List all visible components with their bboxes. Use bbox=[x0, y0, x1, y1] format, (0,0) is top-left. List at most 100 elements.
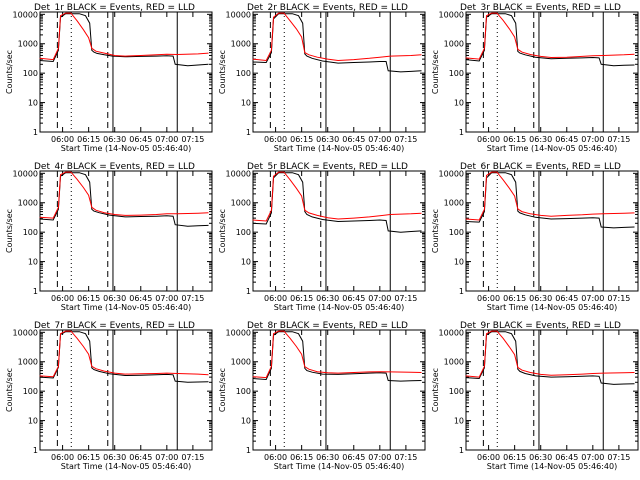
panel-title: Det_8r BLACK = Events, RED = LLD bbox=[247, 321, 408, 331]
panel-title: Det_2r BLACK = Events, RED = LLD bbox=[247, 3, 408, 13]
y-tick-label: 1 bbox=[246, 128, 251, 137]
x-tick-label: 06:00 bbox=[264, 294, 287, 303]
x-tick-label: 06:30 bbox=[316, 294, 339, 303]
x-tick-label: 06:45 bbox=[555, 453, 578, 462]
lld-series-line bbox=[39, 330, 209, 378]
plot-frame bbox=[39, 329, 213, 451]
x-tick-label: 06:45 bbox=[342, 453, 365, 462]
y-tick-label: 1 bbox=[459, 287, 464, 296]
x-tick-label: 07:00 bbox=[155, 135, 178, 144]
y-tick-label: 10000 bbox=[439, 328, 464, 337]
plot-frame bbox=[39, 11, 213, 133]
y-tick-label: 1 bbox=[33, 287, 38, 296]
y-tick-label: 10000 bbox=[439, 169, 464, 178]
y-tick-label: 10000 bbox=[13, 169, 38, 178]
y-tick-label: 1000 bbox=[18, 358, 38, 367]
x-tick-label: 06:30 bbox=[529, 135, 552, 144]
events-series-line bbox=[39, 331, 209, 383]
panel-title: Det_3r BLACK = Events, RED = LLD bbox=[460, 3, 621, 13]
y-tick-label: 1000 bbox=[18, 199, 38, 208]
x-tick-label: 07:15 bbox=[607, 135, 630, 144]
events-series-line bbox=[39, 13, 209, 67]
x-tick-label: 06:15 bbox=[77, 135, 100, 144]
x-tick-label: 06:30 bbox=[103, 294, 126, 303]
plot-frame bbox=[252, 170, 426, 292]
detector-panel: Det_9r BLACK = Events, RED = LLD 1 10 100 10… bbox=[431, 321, 639, 471]
y-tick-label: 1000 bbox=[444, 199, 464, 208]
x-tick-label: 06:45 bbox=[129, 294, 152, 303]
y-tick-label: 100 bbox=[449, 228, 464, 237]
x-tick-label: 07:15 bbox=[181, 453, 204, 462]
y-tick-label: 100 bbox=[449, 387, 464, 396]
panel-title: Det_5r BLACK = Events, RED = LLD bbox=[247, 162, 408, 172]
y-tick-label: 100 bbox=[449, 69, 464, 78]
x-tick-label: 06:30 bbox=[316, 135, 339, 144]
x-tick-label: 06:45 bbox=[342, 294, 365, 303]
x-tick-label: 06:30 bbox=[529, 294, 552, 303]
x-tick-label: 06:00 bbox=[477, 453, 500, 462]
x-tick-label: 07:15 bbox=[394, 294, 417, 303]
lld-series-line bbox=[465, 171, 635, 221]
y-tick-label: 100 bbox=[23, 228, 38, 237]
y-axis-label: Counts/sec bbox=[431, 209, 440, 253]
plot-frame bbox=[465, 329, 639, 451]
y-tick-label: 10 bbox=[454, 258, 464, 267]
x-tick-label: 06:15 bbox=[290, 135, 313, 144]
lld-series-line bbox=[465, 12, 635, 60]
y-tick-label: 10 bbox=[28, 417, 38, 426]
x-tick-label: 07:15 bbox=[181, 135, 204, 144]
panel-title: Det_4r BLACK = Events, RED = LLD bbox=[34, 162, 195, 172]
x-tick-label: 07:15 bbox=[607, 453, 630, 462]
y-tick-label: 10 bbox=[28, 99, 38, 108]
events-series-line bbox=[465, 172, 635, 229]
x-tick-label: 06:00 bbox=[51, 294, 74, 303]
y-axis-label: Counts/sec bbox=[218, 50, 227, 94]
y-axis-label: Counts/sec bbox=[431, 50, 440, 94]
x-tick-label: 07:00 bbox=[368, 135, 391, 144]
detector-panel: Det_1r BLACK = Events, RED = LLD 1 10 100 10… bbox=[5, 3, 213, 153]
x-tick-label: 06:00 bbox=[51, 135, 74, 144]
plot-frame bbox=[252, 11, 426, 133]
y-tick-label: 1 bbox=[33, 128, 38, 137]
x-tick-label: 06:00 bbox=[51, 453, 74, 462]
x-tick-label: 07:15 bbox=[394, 135, 417, 144]
x-axis-label: Start Time (14-Nov-05 05:46:40) bbox=[61, 144, 191, 153]
y-tick-label: 10000 bbox=[13, 328, 38, 337]
x-tick-label: 07:00 bbox=[368, 453, 391, 462]
x-tick-label: 06:15 bbox=[77, 294, 100, 303]
y-tick-label: 1 bbox=[459, 446, 464, 455]
y-tick-label: 10 bbox=[241, 258, 251, 267]
x-tick-label: 07:00 bbox=[155, 294, 178, 303]
detector-panel: Det_2r BLACK = Events, RED = LLD 1 10 100 10… bbox=[218, 3, 426, 153]
x-axis-label: Start Time (14-Nov-05 05:46:40) bbox=[274, 462, 404, 471]
x-axis-label: Start Time (14-Nov-05 05:46:40) bbox=[487, 303, 617, 312]
events-series-line bbox=[252, 13, 422, 73]
x-tick-label: 07:15 bbox=[607, 294, 630, 303]
y-tick-label: 10000 bbox=[439, 10, 464, 19]
y-tick-label: 1000 bbox=[18, 40, 38, 49]
y-axis-label: Counts/sec bbox=[218, 209, 227, 253]
x-tick-label: 06:00 bbox=[477, 294, 500, 303]
x-tick-label: 07:00 bbox=[581, 294, 604, 303]
x-tick-label: 06:30 bbox=[103, 453, 126, 462]
x-tick-label: 07:00 bbox=[581, 135, 604, 144]
y-tick-label: 1000 bbox=[231, 199, 251, 208]
x-tick-label: 06:30 bbox=[316, 453, 339, 462]
x-tick-label: 07:15 bbox=[394, 453, 417, 462]
x-tick-label: 06:00 bbox=[264, 453, 287, 462]
y-tick-label: 10 bbox=[241, 99, 251, 108]
events-series-line bbox=[465, 331, 635, 385]
y-tick-label: 100 bbox=[23, 69, 38, 78]
x-tick-label: 06:15 bbox=[290, 294, 313, 303]
x-tick-label: 07:00 bbox=[368, 294, 391, 303]
x-axis-label: Start Time (14-Nov-05 05:46:40) bbox=[61, 462, 191, 471]
plot-frame bbox=[252, 329, 426, 451]
x-axis-label: Start Time (14-Nov-05 05:46:40) bbox=[274, 303, 404, 312]
x-axis-label: Start Time (14-Nov-05 05:46:40) bbox=[61, 303, 191, 312]
detector-panel: Det_4r BLACK = Events, RED = LLD 1 10 100 10… bbox=[5, 162, 213, 312]
y-tick-label: 1000 bbox=[444, 40, 464, 49]
y-tick-label: 1000 bbox=[231, 40, 251, 49]
x-tick-label: 07:00 bbox=[581, 453, 604, 462]
detector-panel: Det_8r BLACK = Events, RED = LLD 1 10 100 10… bbox=[218, 321, 426, 471]
